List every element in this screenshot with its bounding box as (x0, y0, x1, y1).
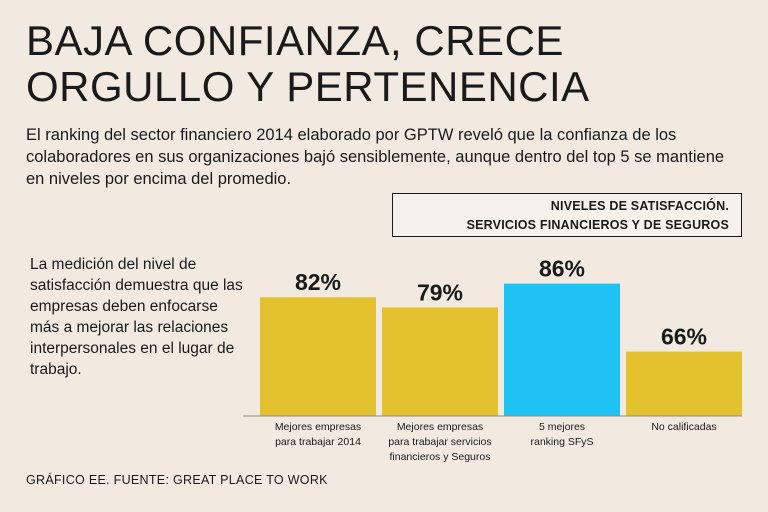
category-label-4: No calificadas (651, 421, 716, 433)
bar-4 (626, 351, 742, 416)
title-line-2: ORGULLO Y PERTENENCIA (26, 63, 590, 110)
bar-2 (382, 307, 498, 416)
bar-3 (504, 283, 620, 416)
value-label-2: 79% (417, 279, 463, 305)
legend-box: NIVELES DE SATISFACCIÓN. SERVICIOS FINAN… (392, 193, 742, 237)
category-label-2: Mejores empresas para trabajar servicios f… (388, 421, 491, 463)
legend-line-1: NIVELES DE SATISFACCIÓN. (550, 199, 729, 213)
value-label-1: 82% (295, 269, 341, 295)
side-note: La medición del nivel de satisfacción de… (30, 256, 243, 378)
bar-1 (260, 297, 376, 416)
value-label-4: 66% (661, 324, 707, 350)
intro-paragraph: El ranking del sector financiero 2014 el… (26, 126, 725, 188)
category-label-1: Mejores empresas para trabajar 2014 (275, 421, 361, 448)
title-line-1: BAJA CONFIANZA, CRECE (26, 17, 564, 64)
legend-line-2: SERVICIOS FINANCIEROS Y DE SEGUROS (466, 218, 729, 232)
value-label-3: 86% (539, 256, 585, 282)
category-label-3: 5 mejores ranking SFyS (530, 421, 593, 448)
source-credit: GRÁFICO EE. FUENTE: GREAT PLACE TO WORK (26, 473, 328, 487)
chart-title: BAJA CONFIANZA, CRECE ORGULLO Y PERTENEN… (26, 18, 746, 110)
